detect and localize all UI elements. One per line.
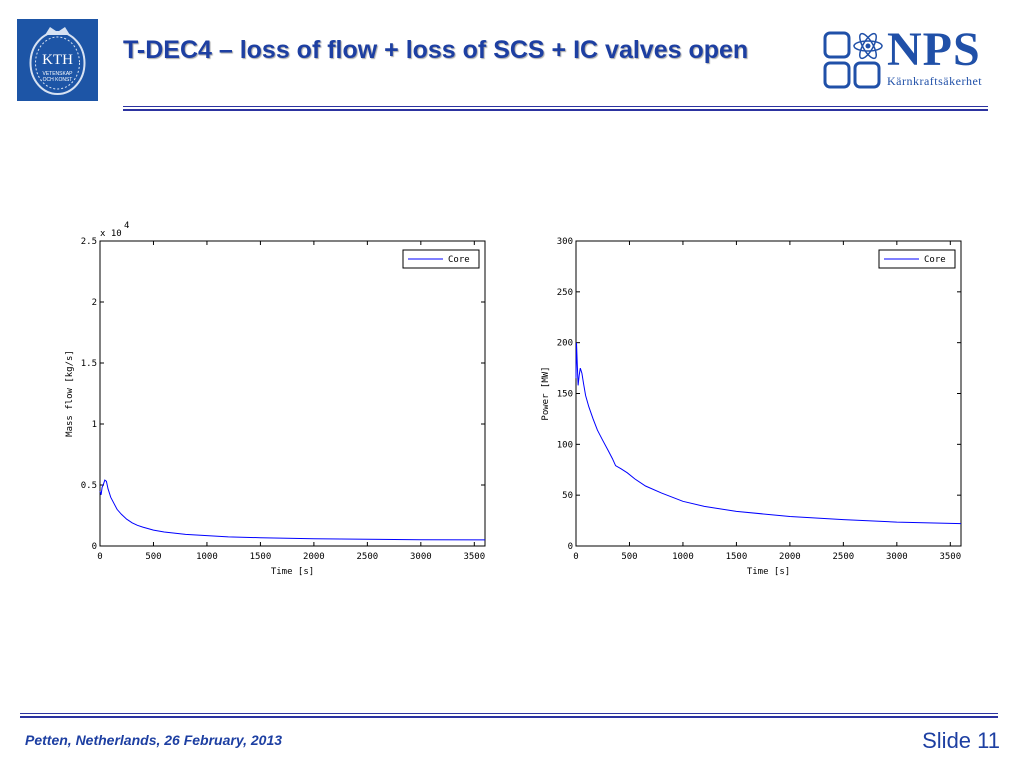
series-line-core [99,479,486,541]
header-rule-bottom [123,109,988,111]
y-tick-label: 0.5 [81,481,97,491]
y-tick-label: 150 [557,390,573,400]
y-tick-label: 2 [92,298,97,308]
x-tick-label: 2500 [833,552,855,562]
x-tick-label: 0 [573,552,578,562]
footer-rule-bottom [20,716,998,718]
y-axis-multiplier: x 10 [100,229,122,239]
y-tick-label: 1 [92,420,97,430]
y-axis-label: Mass flow [kg/s] [65,350,75,437]
nps-atom-icon [823,31,883,89]
y-tick-label: 100 [557,440,573,450]
x-tick-label: 500 [621,552,637,562]
x-tick-label: 500 [145,552,161,562]
x-tick-label: 0 [97,552,102,562]
kth-logo-text: KTH [42,52,73,68]
chart-mass-flow: 0 500 1000 1500 2000 2500 3000 3500 0 0.5 1 1.5 2 2.5… [50,210,530,590]
footer-location-date: Petten, Netherlands, 26 February, 2013 [25,732,283,748]
y-tick-label: 1.5 [81,359,97,369]
y-axis-label: Power [MW] [541,366,551,420]
kth-logo: KTH VETENSKAP OCH KONST [17,19,98,101]
kth-logo-subtext-1: VETENSKAP [42,71,73,77]
header-rule-top [123,106,988,107]
nps-logo-subtitle: Kärnkraftsäkerhet [887,74,983,88]
x-axis-label: Time [s] [271,567,314,577]
y-axis-multiplier-exponent: 4 [124,221,129,231]
footer-rule-top [20,713,998,714]
x-tick-label: 3500 [939,552,961,562]
slide-number: Slide 11 [922,728,1000,753]
y-tick-label: 50 [562,491,573,501]
nps-logo-text: NPS [887,23,981,76]
plot-area [575,240,962,547]
y-tick-label: 0 [92,542,97,552]
chart-power: 0 500 1000 1500 2000 2500 3000 3500 0 50 100 150 200… [526,210,1006,590]
chart-mass-flow-svg: 0 500 1000 1500 2000 2500 3000 3500 0 0.5 1 1.5 2 2.5… [65,221,486,577]
x-tick-label: 2500 [357,552,379,562]
x-tick-label: 2000 [303,552,325,562]
series-line-core [575,342,962,525]
legend-label: Core [924,255,946,265]
x-tick-label: 3000 [410,552,432,562]
y-tick-label: 300 [557,237,573,247]
x-tick-label: 1000 [196,552,218,562]
y-tick-label: 200 [557,339,573,349]
x-tick-label: 2000 [779,552,801,562]
kth-logo-subtext-2: OCH KONST [43,77,73,83]
legend-label: Core [448,255,470,265]
y-tick-label: 0 [568,542,573,552]
x-tick-label: 1500 [250,552,272,562]
slide-title: T-DEC4 – loss of flow + loss of SCS + IC… [123,36,749,64]
nps-logo: NPS Kärnkraftsäkerhet [823,26,999,92]
x-axis-label: Time [s] [747,567,790,577]
y-tick-label: 250 [557,288,573,298]
x-tick-label: 3500 [463,552,485,562]
y-tick-label: 2.5 [81,237,97,247]
x-tick-label: 3000 [886,552,908,562]
chart-power-svg: 0 500 1000 1500 2000 2500 3000 3500 0 50 100 150 200… [541,237,962,577]
x-tick-label: 1500 [726,552,748,562]
plot-area [99,240,486,547]
x-tick-label: 1000 [672,552,694,562]
